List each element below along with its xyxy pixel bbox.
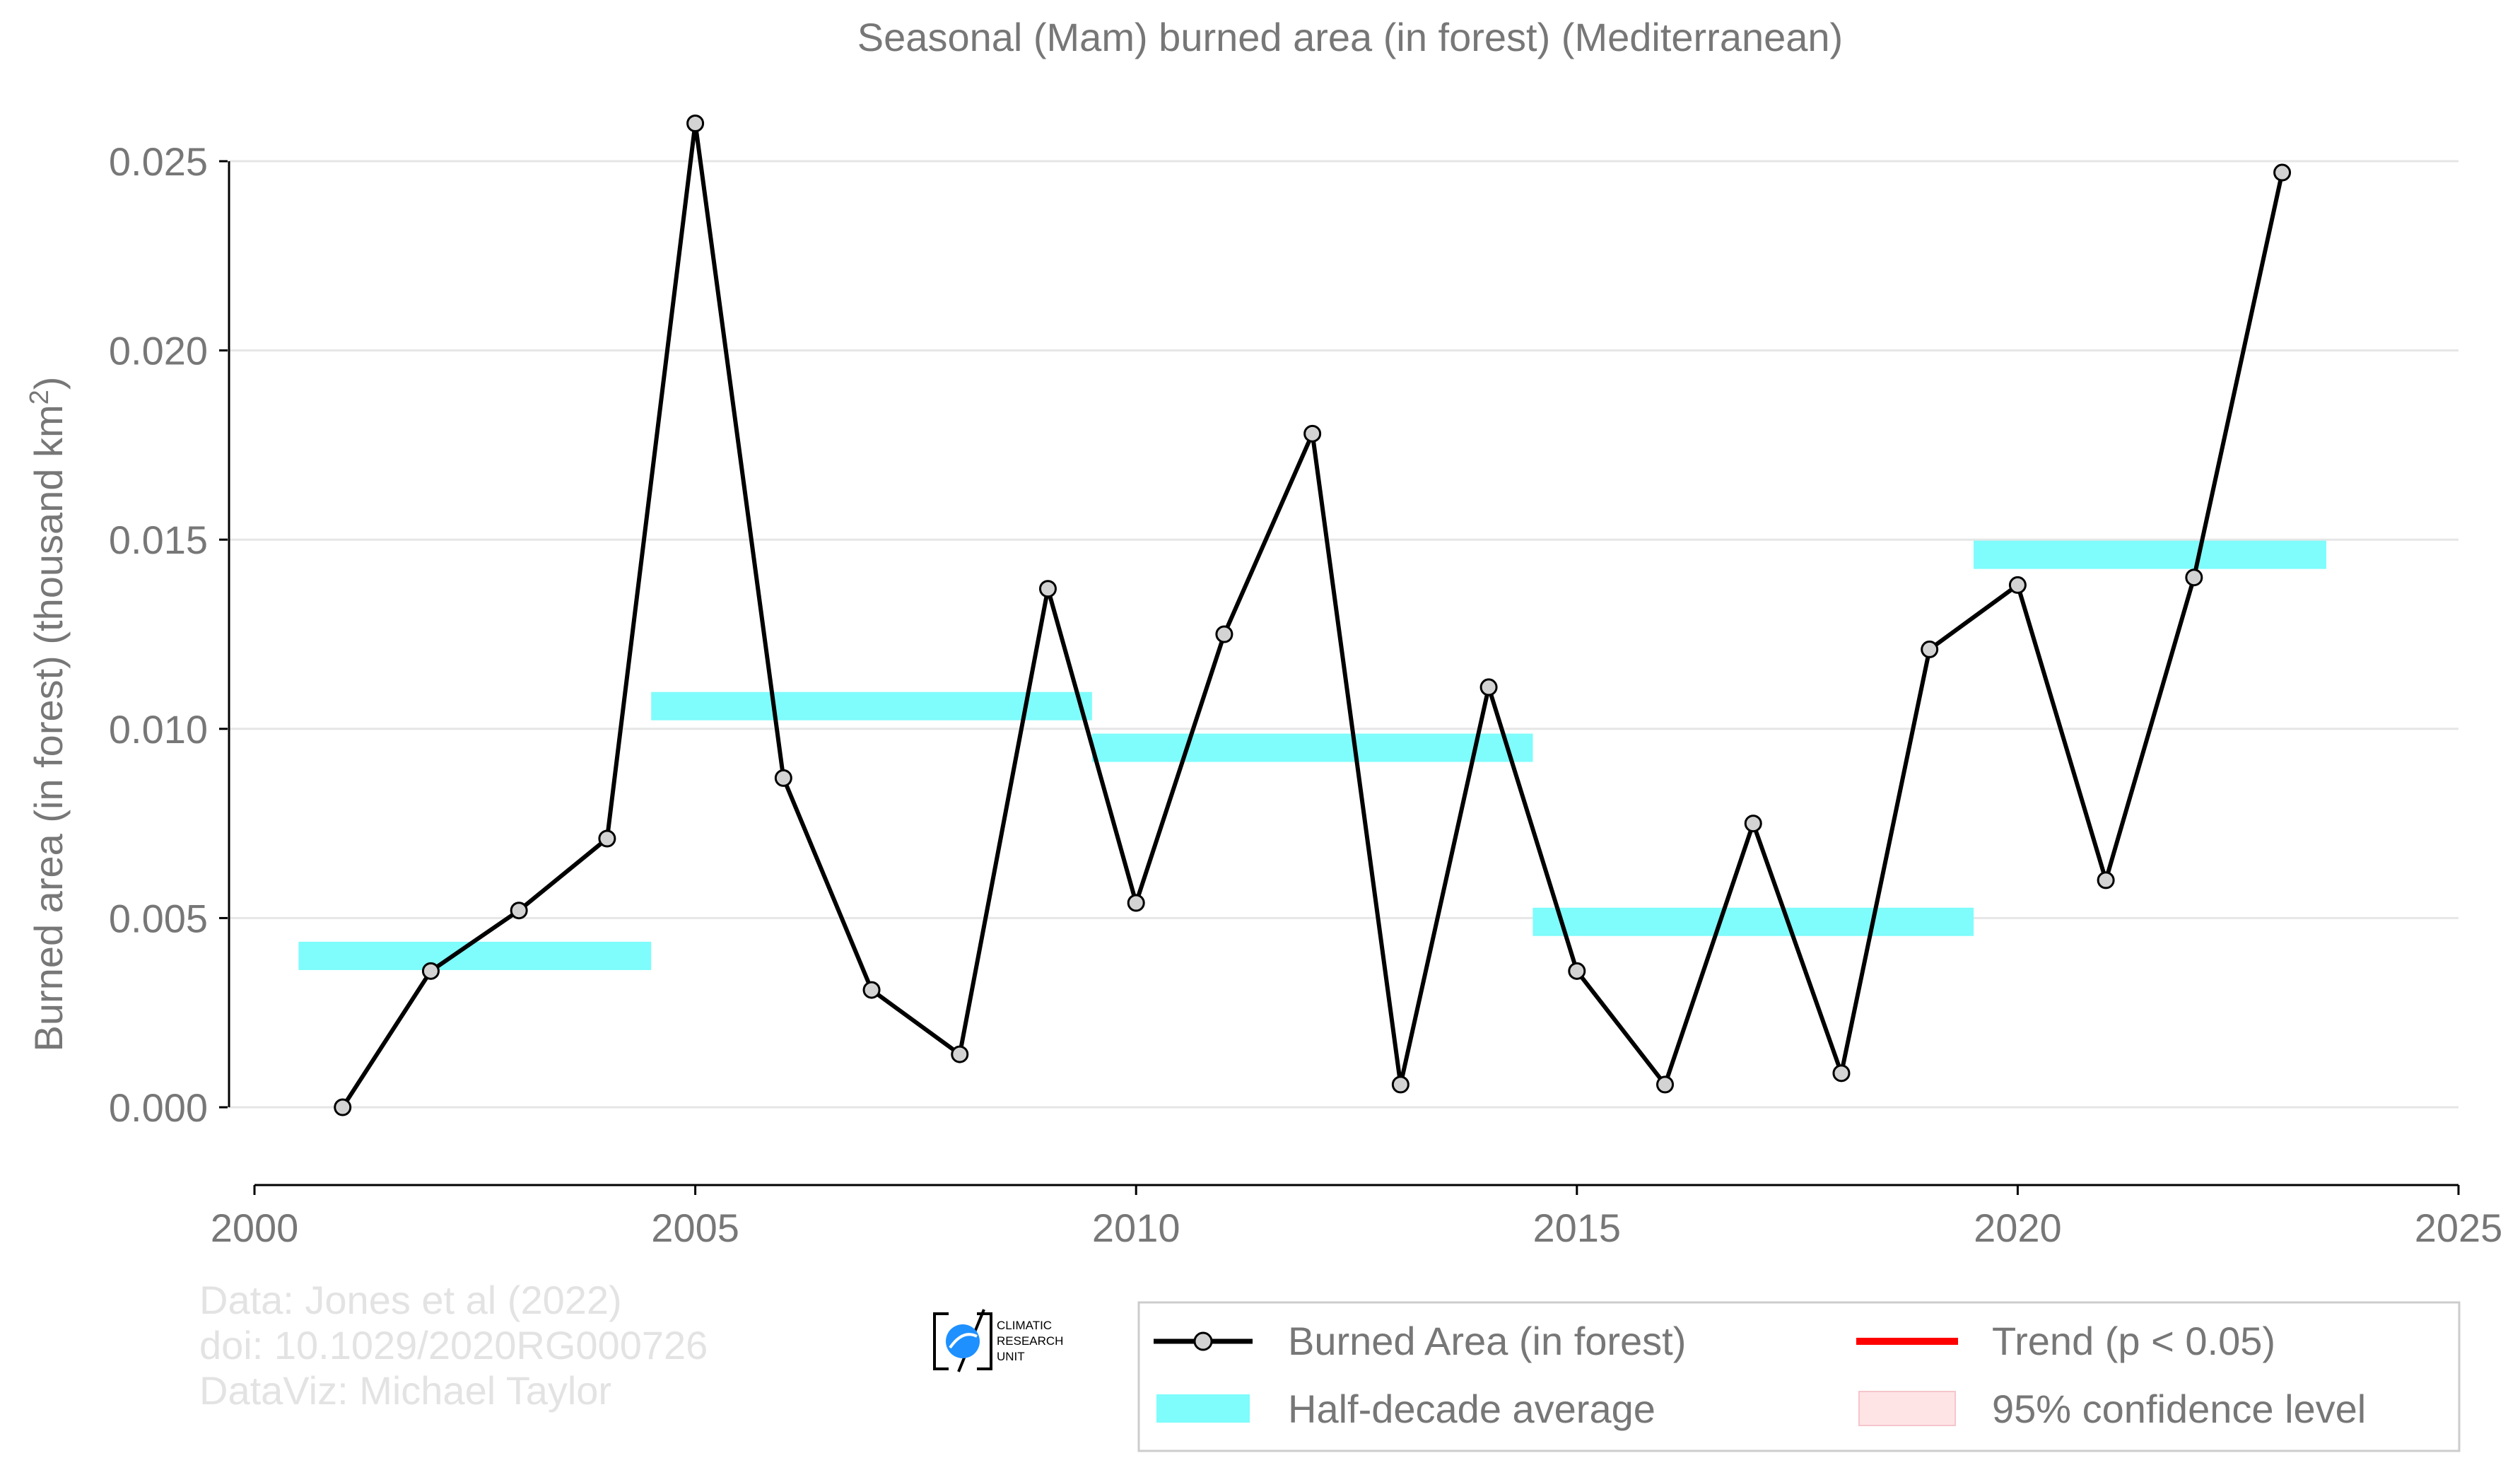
y-axis-label-main: Burned area (in forest) (thousand km [26, 404, 71, 1051]
legend-label-confidence: 95% confidence level [1992, 1387, 2366, 1431]
logo-bracket-right [977, 1312, 992, 1370]
x-tick-label: 2000 [211, 1206, 299, 1250]
data-point [1744, 815, 1762, 833]
y-tick-label: 0.010 [109, 707, 208, 752]
data-point [1832, 1064, 1851, 1083]
legend-marker-burned-area [1193, 1331, 1213, 1351]
data-point [1038, 580, 1057, 598]
legend-swatch-confidence [1858, 1391, 1956, 1426]
globe-swirl [949, 1333, 978, 1349]
globe-icon [946, 1324, 980, 1358]
data-point [774, 769, 792, 787]
credit-dataviz: DataViz: Michael Taylor [199, 1368, 611, 1413]
half-decade-band [651, 692, 1092, 721]
x-tick-label: 2020 [1974, 1206, 2062, 1250]
data-point [334, 1098, 352, 1116]
logo-text-unit: UNIT [997, 1350, 1025, 1363]
x-tick-label: 2005 [651, 1206, 739, 1250]
logo-bracket-left [933, 1312, 949, 1370]
half-decade-band [298, 941, 652, 970]
data-point [1215, 625, 1233, 643]
data-point [686, 114, 705, 132]
y-tick-label: 0.005 [109, 896, 208, 940]
data-point [510, 902, 528, 920]
y-tick-label: 0.015 [109, 518, 208, 562]
data-point [1127, 894, 1145, 912]
y-axis-label-close: ) [26, 377, 71, 390]
y-axis-label: Burned area (in forest) (thousand km2) [25, 377, 71, 1052]
data-point [2273, 163, 2292, 182]
y-tick-label: 0.020 [109, 329, 208, 373]
chart-title: Seasonal (Mam) burned area (in forest) (… [857, 15, 1843, 59]
x-tick-label: 2010 [1092, 1206, 1180, 1250]
half-decade-band [1532, 907, 1974, 936]
data-point [421, 962, 440, 980]
data-point [1656, 1075, 1675, 1094]
grid-lines [229, 160, 2459, 1109]
data-point [2008, 576, 2027, 594]
data-point [862, 981, 881, 999]
data-point [2185, 568, 2203, 587]
x-tick-label: 2025 [2415, 1206, 2503, 1250]
y-axis-label-superscript: 2 [25, 390, 54, 404]
data-point [951, 1045, 969, 1063]
x-tick-label: 2015 [1533, 1206, 1622, 1250]
half-decade-bands [298, 540, 2326, 970]
legend: Burned Area (in forest) Trend (p < 0.05)… [1137, 1301, 2461, 1452]
data-point [1921, 640, 1939, 658]
half-decade-band [1974, 540, 2326, 569]
half-decade-band [1091, 733, 1533, 762]
data-point [598, 829, 616, 848]
legend-swatch-half-decade [1156, 1394, 1250, 1423]
credit-data-source: Data: Jones et al (2022) [199, 1278, 622, 1322]
climatic-research-unit-logo: CLIMATIC RESEARCH UNIT [933, 1309, 1063, 1372]
legend-label-trend: Trend (p < 0.05) [1992, 1319, 2275, 1363]
data-point [1303, 424, 1322, 443]
legend-label-half-decade: Half-decade average [1288, 1387, 1655, 1431]
logo-text-research: RESEARCH [997, 1334, 1063, 1348]
data-series [334, 114, 2292, 1116]
y-tick-label: 0.025 [109, 139, 208, 184]
data-point [1568, 962, 1586, 980]
data-point [1479, 678, 1498, 696]
y-tick-label: 0.000 [109, 1085, 208, 1130]
data-point [2097, 871, 2115, 889]
legend-box [1137, 1301, 2461, 1452]
logo-text-climatic: CLIMATIC [997, 1319, 1052, 1332]
credit-doi: doi: 10.1029/2020RG000726 [199, 1323, 708, 1367]
legend-label-burned-area: Burned Area (in forest) [1288, 1319, 1686, 1363]
axes: 0.000 0.005 0.010 0.015 0.020 0.025 2000 2005 20… [109, 139, 2502, 1250]
data-point [1391, 1075, 1410, 1094]
